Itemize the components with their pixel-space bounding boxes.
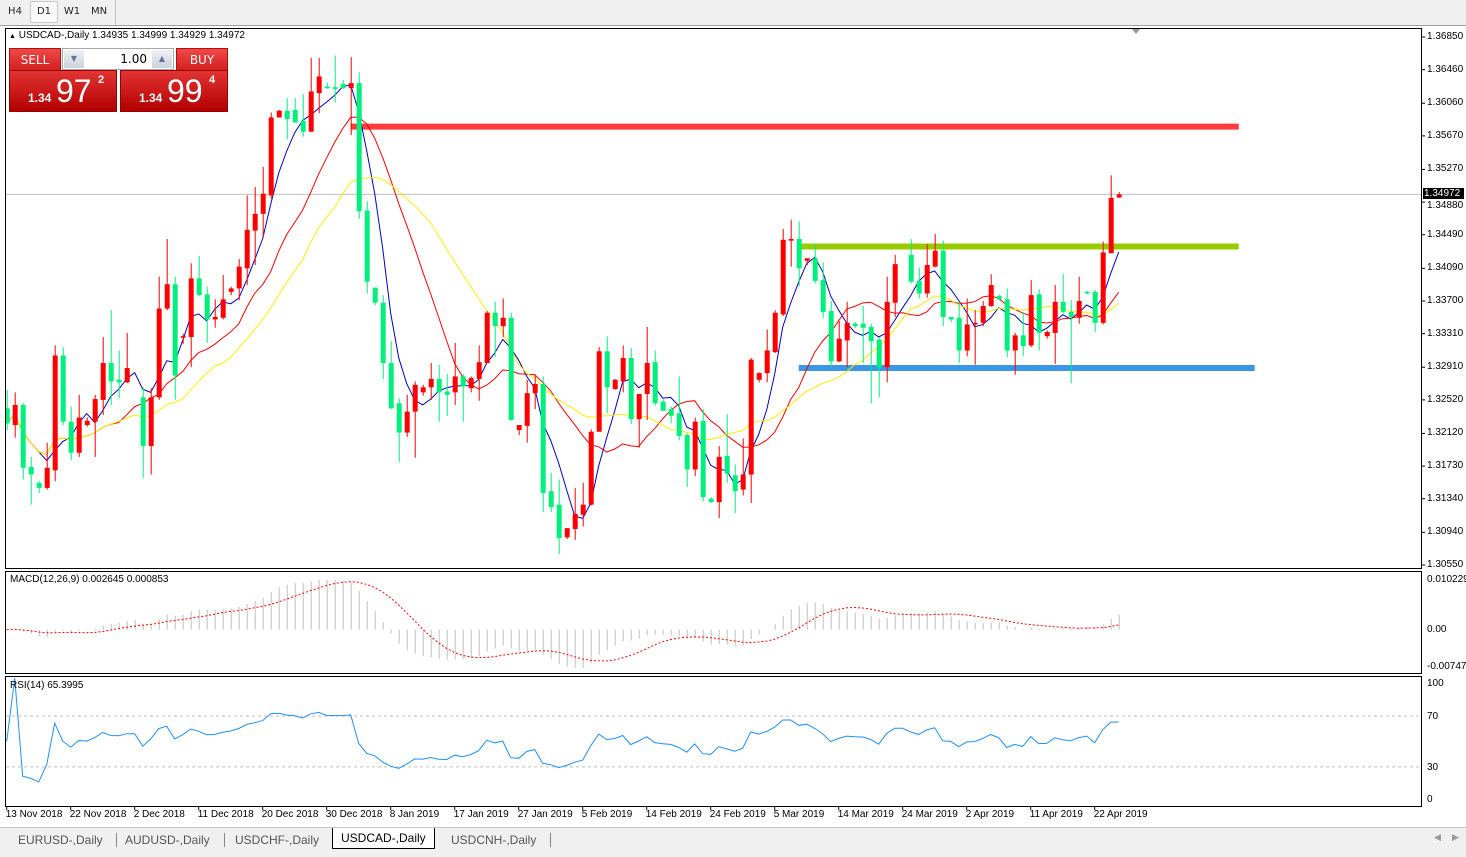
symbol-ohlc-text: USDCAD-,Daily 1.34935 1.34999 1.34929 1.… xyxy=(18,30,245,41)
price-axis-label: 1.32520 xyxy=(1427,393,1464,405)
rsi-scale-70: 70 xyxy=(1427,711,1439,722)
tab-separator xyxy=(224,833,225,847)
price-axis-label: 1.34880 xyxy=(1427,200,1464,212)
macd-scale-zero: 0.00 xyxy=(1427,624,1447,635)
price-axis-label: 1.35670 xyxy=(1427,129,1464,141)
date-axis-label: 5 Feb 2019 xyxy=(581,809,633,820)
chart-shift-marker-icon[interactable] xyxy=(1132,29,1140,34)
date-axis-label: 14 Mar 2019 xyxy=(837,809,894,820)
price-axis-label: 1.32120 xyxy=(1427,427,1464,439)
tab-separator xyxy=(550,833,551,847)
price-axis-label: 1.36060 xyxy=(1427,97,1464,109)
tab-usdcad[interactable]: USDCAD-,Daily xyxy=(332,828,435,849)
buy-price-prefix: 1.34 xyxy=(139,91,163,105)
date-axis-label: 11 Apr 2019 xyxy=(1029,809,1083,820)
date-axis-label: 22 Nov 2018 xyxy=(69,809,127,820)
timeframe-mn-button[interactable]: MN xyxy=(90,6,108,17)
tabs-scroll-right-icon[interactable]: ▶ xyxy=(1452,833,1459,843)
buy-price-fraction: 4 xyxy=(209,74,216,86)
date-axis-label: 27 Jan 2019 xyxy=(517,809,573,820)
date-axis-label: 22 Apr 2019 xyxy=(1093,809,1148,820)
collapse-triangle-icon[interactable]: ▲ xyxy=(9,33,16,40)
current-price-label: 1.34972 xyxy=(1423,188,1464,200)
date-axis-label: 8 Jan 2019 xyxy=(389,809,440,820)
date-axis-label: 14 Feb 2019 xyxy=(645,809,702,820)
price-axis-label: 1.31340 xyxy=(1427,492,1464,504)
price-axis-label: 1.34490 xyxy=(1427,228,1464,240)
date-axis-label: 2 Dec 2018 xyxy=(133,809,185,820)
price-axis-label: 1.35270 xyxy=(1427,163,1464,175)
date-axis-label: 24 Feb 2019 xyxy=(709,809,766,820)
sell-button[interactable]: SELL xyxy=(9,48,61,71)
lot-increase-button[interactable]: ▲ xyxy=(152,50,172,68)
date-axis-label: 24 Mar 2019 xyxy=(901,809,958,820)
price-axis-label: 1.30550 xyxy=(1427,559,1464,570)
price-axis-label: 1.34090 xyxy=(1427,262,1464,274)
rsi-scale-0: 0 xyxy=(1427,794,1433,805)
buy-price-pips: 99 xyxy=(167,73,203,109)
price-axis-label: 1.33310 xyxy=(1427,327,1464,339)
rsi-scale-30: 30 xyxy=(1427,762,1439,773)
symbol-info: ▲ USDCAD-,Daily 1.34935 1.34999 1.34929 … xyxy=(9,30,245,41)
sell-price-button[interactable]: 1.34 97 2 xyxy=(9,70,117,112)
price-axis-label: 1.31730 xyxy=(1427,460,1464,472)
date-axis-label: 30 Dec 2018 xyxy=(325,809,383,820)
macd-label: MACD(12,26,9) 0.002645 0.000853 xyxy=(10,574,169,585)
price-axis-label: 1.36850 xyxy=(1427,31,1464,42)
macd-panel[interactable] xyxy=(5,571,1422,674)
buy-price-button[interactable]: 1.34 99 4 xyxy=(120,70,228,112)
tab-audusd[interactable]: AUDUSD-,Daily xyxy=(125,833,210,847)
price-axis-label: 1.32910 xyxy=(1427,361,1464,373)
tab-usdcnh[interactable]: USDCNH-,Daily xyxy=(451,833,537,847)
date-axis-label: 17 Jan 2019 xyxy=(453,809,509,820)
timeframe-w1-button[interactable]: W1 xyxy=(63,6,81,17)
lot-decrease-button[interactable]: ▼ xyxy=(64,50,84,68)
sell-price-prefix: 1.34 xyxy=(28,91,52,105)
rsi-label: RSI(14) 65.3995 xyxy=(10,680,84,691)
tab-usdchf[interactable]: USDCHF-,Daily xyxy=(235,833,319,847)
price-axis-label: 1.36460 xyxy=(1427,63,1464,75)
price-axis-label: 1.30940 xyxy=(1427,526,1464,538)
toolbar-separator xyxy=(115,0,116,25)
date-axis-label: 5 Mar 2019 xyxy=(773,809,825,820)
date-axis-label: 2 Apr 2019 xyxy=(965,809,1015,820)
tabs-scroll-left-icon[interactable]: ◀ xyxy=(1434,833,1441,843)
rsi-panel[interactable] xyxy=(5,676,1422,807)
timeframe-d1-button[interactable]: D1 xyxy=(30,1,58,23)
date-axis-label: 13 Nov 2018 xyxy=(5,809,63,820)
timeframe-toolbar: H4 D1 W1 MN xyxy=(0,0,1466,26)
chart-tabs: EURUSD-,Daily AUDUSD-,Daily USDCHF-,Dail… xyxy=(0,827,1466,852)
date-axis-label: 20 Dec 2018 xyxy=(261,809,319,820)
sell-price-pips: 97 xyxy=(56,73,92,109)
date-axis-label: 11 Dec 2018 xyxy=(197,809,254,820)
lot-size-stepper[interactable]: ▼ 1.00 ▲ xyxy=(62,48,174,70)
rsi-scale-100: 100 xyxy=(1427,678,1444,689)
tab-eurusd[interactable]: EURUSD-,Daily xyxy=(18,833,103,847)
buy-button[interactable]: BUY xyxy=(176,48,228,71)
lot-size-input[interactable]: 1.00 xyxy=(120,52,147,66)
timeframe-h4-button[interactable]: H4 xyxy=(8,6,22,17)
macd-scale-max: 0.010229 xyxy=(1427,574,1466,585)
sell-price-fraction: 2 xyxy=(98,74,105,86)
tab-separator xyxy=(116,833,117,847)
macd-scale-min: -0.007477 xyxy=(1427,661,1466,672)
price-axis-label: 1.33700 xyxy=(1427,295,1464,306)
